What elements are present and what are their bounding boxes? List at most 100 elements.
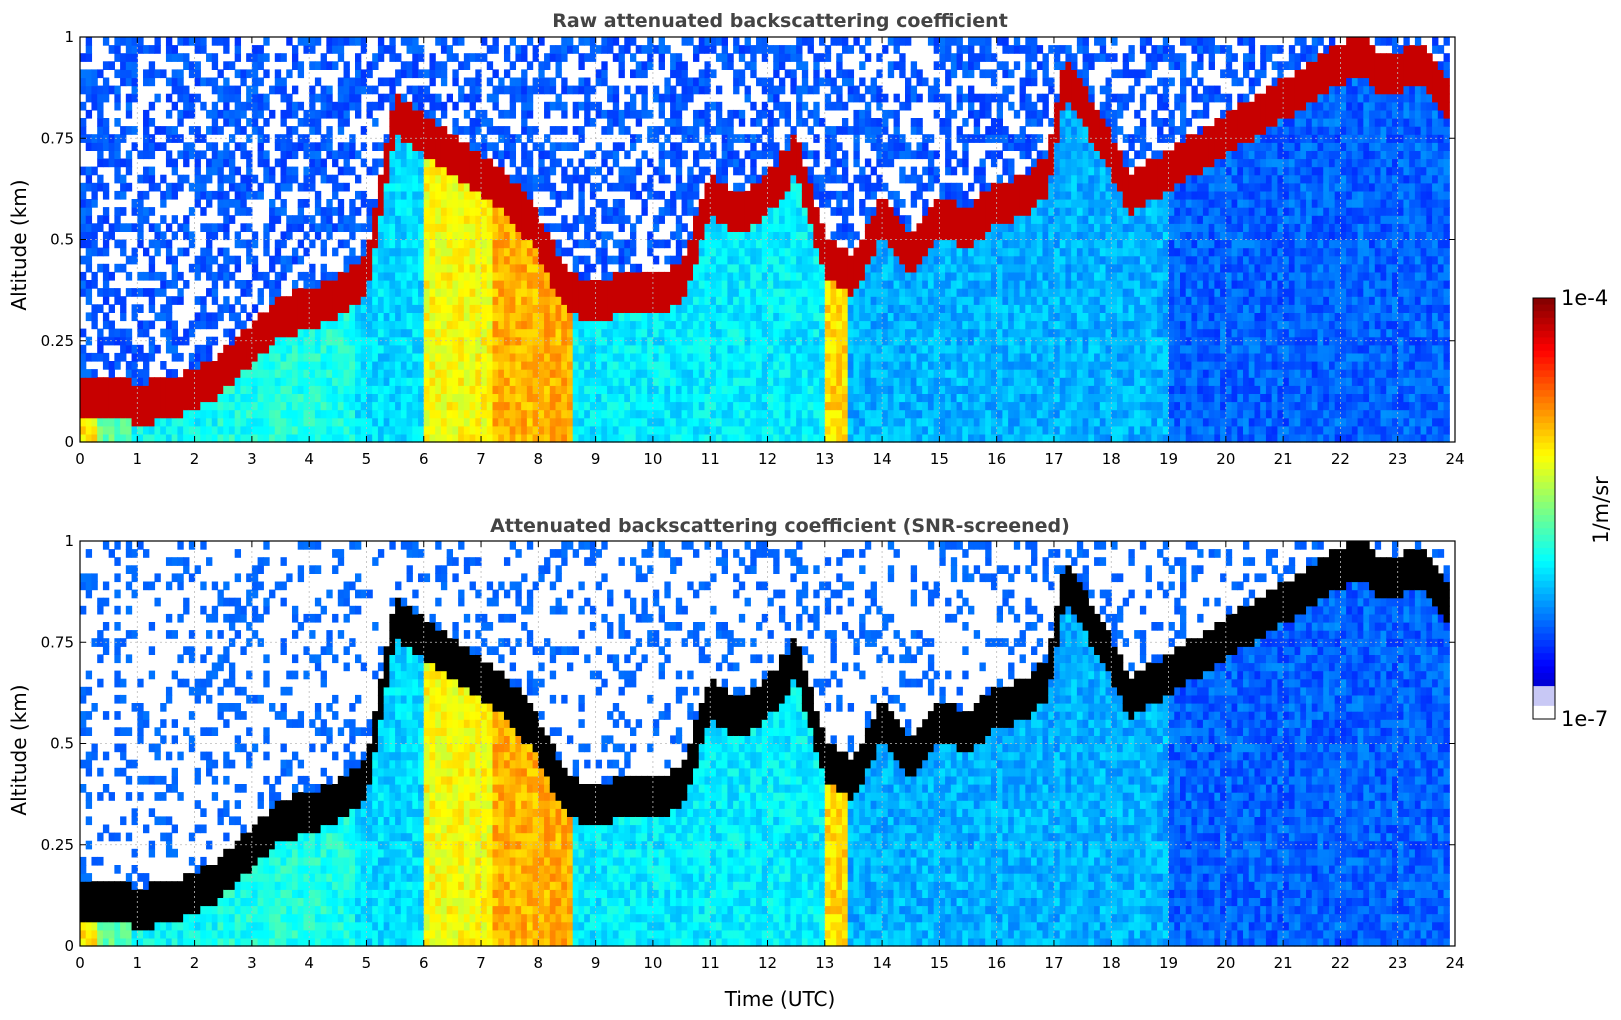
- heatmap-cell: [349, 409, 356, 419]
- heatmap-cell: [681, 150, 688, 160]
- heatmap-cell: [698, 215, 706, 224]
- heatmap-cell: [773, 401, 780, 411]
- heatmap-cell: [612, 433, 620, 443]
- heatmap-cell: [446, 409, 453, 419]
- heatmap-cell: [647, 377, 654, 386]
- heatmap-cell: [251, 304, 259, 313]
- heatmap-cell: [813, 369, 820, 378]
- heatmap-cell: [395, 296, 402, 305]
- heatmap-cell: [114, 263, 121, 273]
- heatmap-cell: [246, 174, 253, 184]
- heatmap-cell: [458, 247, 465, 257]
- heatmap-cell: [824, 199, 832, 208]
- heatmap-cell: [263, 385, 270, 394]
- heatmap-cell: [280, 85, 287, 95]
- heatmap-cell: [389, 393, 396, 403]
- heatmap-cell: [206, 385, 213, 394]
- heatmap-cell: [429, 231, 436, 241]
- heatmap-cell: [486, 239, 494, 249]
- heatmap-cell: [469, 93, 476, 103]
- heatmap-cell: [435, 174, 442, 184]
- heatmap-cell: [509, 255, 517, 265]
- heatmap-cell: [211, 150, 219, 160]
- heatmap-cell: [807, 45, 814, 54]
- heatmap-cell: [240, 377, 247, 386]
- heatmap-cell: [572, 45, 580, 54]
- heatmap-cell: [572, 433, 580, 443]
- heatmap-cell: [824, 401, 832, 411]
- heatmap-cell: [555, 53, 562, 62]
- heatmap-cell: [526, 393, 534, 403]
- heatmap-cell: [687, 296, 694, 305]
- heatmap-cell: [251, 126, 259, 135]
- heatmap-cell: [773, 231, 780, 241]
- heatmap-cell: [280, 174, 287, 184]
- heatmap-cell: [515, 377, 522, 386]
- heatmap-cell: [85, 207, 93, 216]
- heatmap-cell: [97, 425, 104, 435]
- heatmap-cell: [228, 166, 236, 176]
- heatmap-cell: [733, 109, 740, 119]
- heatmap-cell: [372, 142, 379, 151]
- heatmap-cell: [355, 93, 362, 103]
- heatmap-cell: [630, 393, 637, 403]
- heatmap-cell: [704, 320, 711, 330]
- heatmap-cell: [670, 425, 677, 435]
- heatmap-cell: [418, 45, 425, 54]
- heatmap-cell: [538, 263, 545, 273]
- heatmap-cell: [360, 263, 368, 273]
- heatmap-cell: [440, 150, 448, 160]
- heatmap-cell: [704, 271, 711, 281]
- heatmap-cell: [773, 417, 780, 427]
- heatmap-cell: [498, 433, 505, 443]
- heatmap-cell: [418, 166, 425, 176]
- heatmap-cell: [813, 69, 820, 79]
- heatmap-cell: [778, 85, 786, 95]
- heatmap-cell: [418, 190, 425, 200]
- heatmap-cell: [406, 247, 413, 257]
- heatmap-cell: [269, 409, 276, 419]
- heatmap-cell: [332, 271, 339, 281]
- heatmap-cell: [412, 425, 419, 435]
- heatmap-cell: [796, 215, 803, 224]
- heatmap-cell: [784, 142, 792, 151]
- heatmap-cell: [360, 77, 368, 87]
- heatmap-cell: [291, 280, 299, 289]
- heatmap-cell: [137, 409, 144, 419]
- heatmap-cell: [710, 296, 717, 305]
- heatmap-cell: [526, 263, 534, 273]
- heatmap-cell: [395, 361, 402, 370]
- heatmap-cell: [824, 304, 832, 313]
- heatmap-cell: [693, 85, 700, 95]
- heatmap-cell: [337, 328, 345, 338]
- heatmap-cell: [131, 288, 138, 297]
- heatmap-cell: [314, 352, 322, 362]
- heatmap-cell: [704, 377, 711, 386]
- heatmap-cell: [188, 37, 196, 46]
- heatmap-cell: [589, 215, 597, 224]
- heatmap-cell: [589, 288, 597, 297]
- heatmap-cell: [801, 425, 809, 435]
- heatmap-cell: [704, 425, 711, 435]
- heatmap-cell: [372, 417, 379, 427]
- heatmap-cell: [744, 409, 751, 419]
- heatmap-cell: [555, 61, 562, 70]
- heatmap-cell: [801, 247, 809, 257]
- heatmap-cell: [263, 231, 270, 241]
- heatmap-cell: [206, 409, 213, 419]
- heatmap-cell: [630, 320, 637, 330]
- heatmap-cell: [251, 231, 259, 241]
- heatmap-cell: [624, 328, 631, 338]
- heatmap-cell: [652, 288, 660, 297]
- heatmap-cell: [630, 288, 637, 297]
- heatmap-cell: [578, 433, 585, 443]
- heatmap-cell: [80, 401, 87, 411]
- heatmap-cell: [97, 247, 104, 257]
- heatmap-cell: [693, 223, 700, 232]
- heatmap-cell: [418, 118, 425, 127]
- heatmap-cell: [125, 401, 133, 411]
- heatmap-cell: [521, 377, 528, 386]
- heatmap-cell: [360, 433, 368, 443]
- heatmap-cell: [366, 385, 373, 394]
- heatmap-cell: [618, 433, 625, 443]
